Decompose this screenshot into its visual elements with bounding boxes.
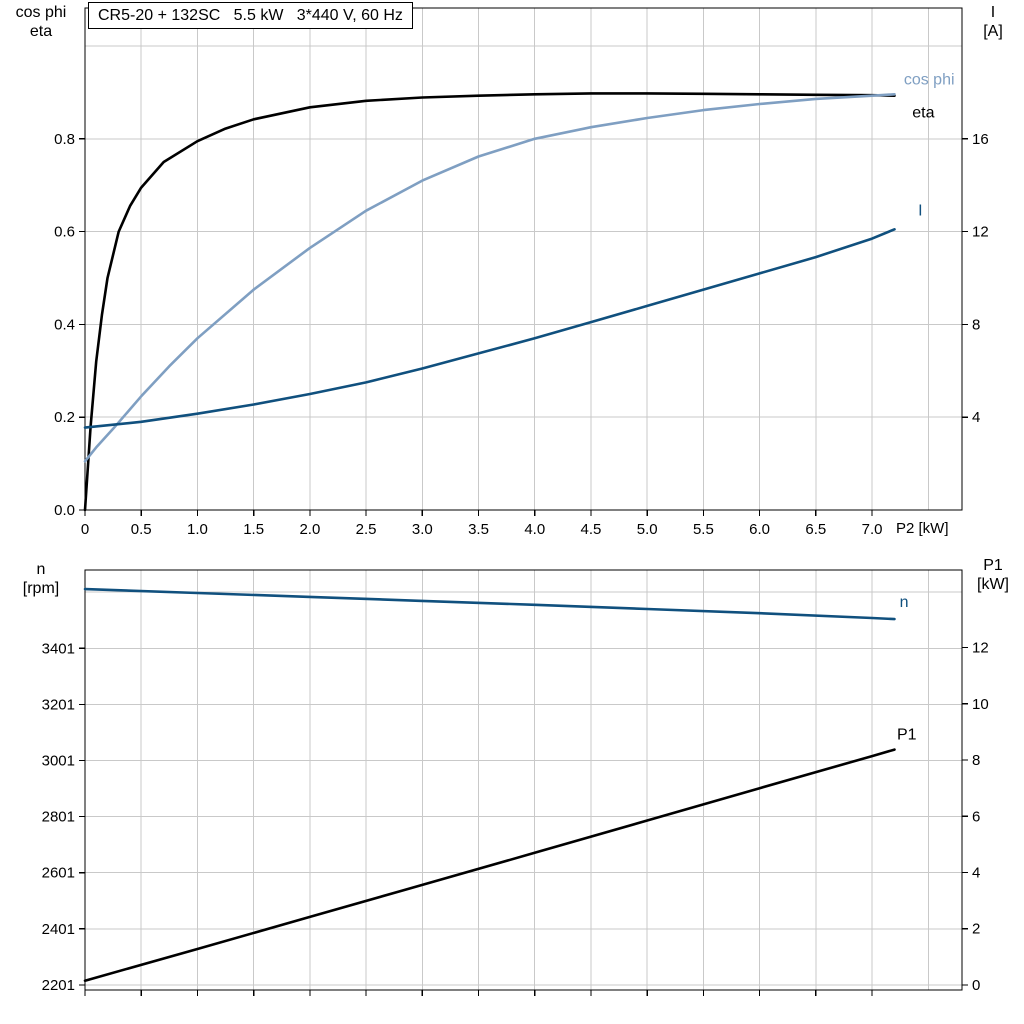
left-axis-tick-label: 3001 [42, 753, 75, 770]
right-axis-tick-label: 8 [972, 316, 980, 333]
chart-title-box: CR5-20 + 132SC 5.5 kW 3*440 V, 60 Hz [88, 2, 413, 29]
chart-1: 2201 2401 2601 2801 3001 3201 3401 0 2 4 6 8 10 12 n P1 [42, 569, 989, 996]
left-axis-tick-label: 0.4 [54, 316, 75, 333]
x-tick-label: 0 [81, 521, 89, 538]
right-axis-tick-label: 4 [972, 864, 980, 881]
x-tick-label: 6.0 [749, 521, 770, 538]
x-tick-label: 2.5 [356, 521, 377, 538]
left-axis-tick-label: 0.0 [54, 502, 75, 519]
right-axis-tick-label: 6 [972, 808, 980, 825]
x-tick-label: 1.5 [243, 521, 264, 538]
x-tick-label: 0.5 [131, 521, 152, 538]
left-axis-tick-label: 2201 [42, 977, 75, 994]
bottom-chart-right-axis-title: P1 [kW] [964, 556, 1022, 594]
right-axis-title-p1-unit: [kW] [977, 576, 1009, 593]
left-axis-tick-label: 0.6 [54, 224, 75, 241]
x-tick-label: 3.5 [468, 521, 489, 538]
curve-label-current: I [918, 202, 922, 219]
x-tick-label: 3.0 [412, 521, 433, 538]
left-axis-tick-label: 3201 [42, 696, 75, 713]
left-axis-tick-label: 0.2 [54, 409, 75, 426]
left-axis-tick-label: 3401 [42, 640, 75, 657]
left-axis-tick-label: 2401 [42, 921, 75, 938]
curve-eta [83, 92, 896, 512]
x-tick-label: 4.0 [524, 521, 545, 538]
top-chart-right-axis-title: I [A] [964, 3, 1022, 41]
right-axis-tick-label: 8 [972, 752, 980, 769]
left-axis-tick-label: 0.8 [54, 131, 75, 148]
right-axis-tick-label: 10 [972, 696, 989, 713]
right-axis-tick-label: 12 [972, 640, 989, 657]
x-tick-label: 1.0 [187, 521, 208, 538]
left-axis-title-cos-phi: cos phi [15, 4, 67, 21]
top-chart-left-axis-title: cos phi eta [0, 3, 82, 41]
curve-label-speed: n [900, 594, 909, 611]
x-tick-label: 6.5 [805, 521, 826, 538]
x-tick-label: 5.5 [693, 521, 714, 538]
top-chart-x-axis-label: P2 [kW] [896, 520, 949, 537]
left-axis-title-eta: eta [29, 23, 53, 40]
plot-frame [84, 7, 963, 511]
right-axis-title-current-unit: [A] [983, 23, 1003, 40]
right-axis-tick-label: 4 [972, 409, 980, 426]
curve-cos-phi [83, 93, 896, 463]
right-axis-title-current: I [990, 4, 996, 21]
curve-speed [83, 587, 896, 621]
right-axis-tick-label: 0 [972, 977, 980, 994]
right-axis-title-p1: P1 [983, 557, 1003, 574]
curve-label-input-power: P1 [897, 727, 917, 744]
plot-frame [84, 569, 963, 991]
curve-label-cos-phi: cos phi [904, 71, 955, 88]
chart-0: 0 0.5 1.0 1.5 2.0 2.5 3.0 3.5 4.0 4.5 5.0 5.5 6.0 6.5… [54, 7, 989, 538]
curve-label-eta: eta [912, 105, 934, 122]
right-axis-tick-label: 2 [972, 921, 980, 938]
x-tick-label: 2.0 [299, 521, 320, 538]
left-axis-title-speed: n [36, 561, 46, 578]
x-tick-label: 7.0 [862, 521, 883, 538]
right-axis-tick-label: 16 [972, 131, 989, 148]
curve-current [83, 228, 896, 429]
left-axis-tick-label: 2801 [42, 809, 75, 826]
x-tick-label: 5.0 [637, 521, 658, 538]
left-axis-tick-label: 2601 [42, 865, 75, 882]
curve-input-power [83, 748, 896, 983]
left-axis-title-speed-unit: [rpm] [22, 580, 60, 597]
x-tick-label: 4.5 [581, 521, 602, 538]
right-axis-tick-label: 12 [972, 224, 989, 241]
bottom-chart-left-axis-title: n [rpm] [0, 560, 82, 598]
